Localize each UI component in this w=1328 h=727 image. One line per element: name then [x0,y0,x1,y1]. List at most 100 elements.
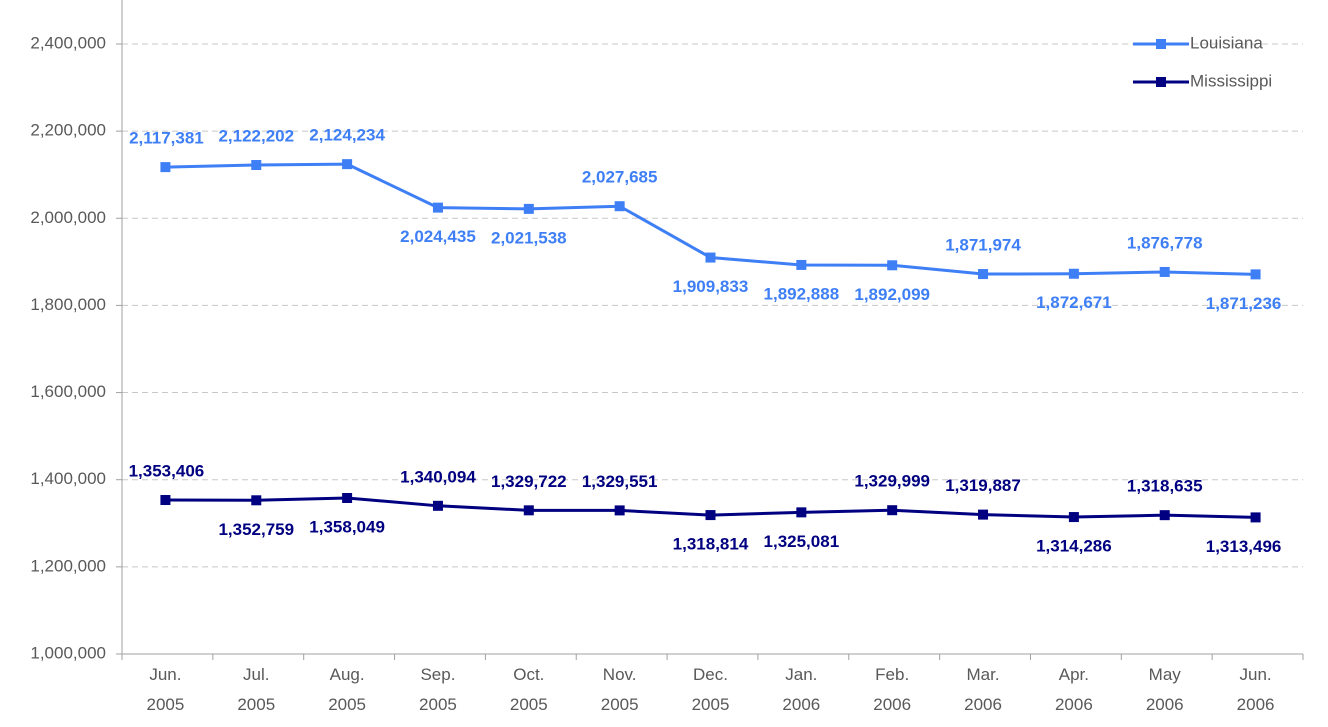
point-marker [887,260,898,271]
value-label: 1,892,888 [764,284,840,303]
x-tick-label-line: 2005 [147,695,185,714]
point-marker [1250,269,1261,280]
value-label: 1,353,406 [129,461,205,480]
value-label: 1,876,778 [1127,233,1203,252]
y-tick-label: 1,600,000 [30,382,106,401]
x-tick-label-line: 2006 [1146,695,1184,714]
x-tick-label: Sep. 2005 [419,665,457,714]
x-tick-label-line: Jun. [1240,665,1272,684]
point-marker [705,252,716,263]
x-tick-label: Jun. 2005 [147,665,185,714]
y-tick-label: 1,200,000 [30,556,106,575]
point-marker [614,505,625,516]
y-tick-label: 2,000,000 [30,208,106,227]
y-tick-label: 1,400,000 [30,469,106,488]
value-label: 1,909,833 [673,277,749,296]
value-label: 1,319,887 [945,476,1021,495]
legend-label: Mississippi [1190,71,1272,90]
point-marker [1250,512,1261,523]
value-label: 1,329,551 [582,472,658,491]
x-tick-label: Apr. 2006 [1055,665,1093,714]
x-tick-label-line: 2005 [692,695,730,714]
value-label: 1,318,635 [1127,477,1203,496]
value-label: 2,024,435 [400,227,476,246]
x-tick-label: Jul. 2005 [237,665,275,714]
x-tick-label: Dec. 2005 [692,665,730,714]
x-tick-label: Feb. 2006 [873,665,911,714]
point-marker [978,269,989,280]
x-tick-label-line: 2006 [1055,695,1093,714]
x-tick-label-line: Oct. [513,665,544,684]
legend-label: Louisiana [1190,33,1263,52]
value-label: 1,314,286 [1036,537,1112,556]
legend-marker [1156,39,1166,49]
x-tick-label-line: May [1149,665,1182,684]
x-tick-label-line: Jun. [149,665,181,684]
x-tick-label-line: Jul. [243,665,269,684]
y-tick-label: 1,000,000 [30,643,106,662]
y-tick-label: 1,800,000 [30,295,106,314]
x-tick-label-line: Nov. [603,665,637,684]
x-tick-label: Aug. 2005 [328,665,366,714]
x-tick-label: Oct. 2005 [510,665,548,714]
x-tick-label: Mar. 2006 [964,665,1002,714]
value-label: 1,892,099 [854,285,930,304]
x-tick-label-line: 2005 [328,695,366,714]
point-marker [160,162,171,173]
x-tick-label-line: 2005 [237,695,275,714]
value-label: 1,325,081 [764,532,840,551]
point-marker [432,500,443,511]
y-tick-label: 2,400,000 [30,33,106,52]
point-marker [523,203,534,214]
x-tick-label-line: 2006 [964,695,1002,714]
x-tick-label-line: 2006 [873,695,911,714]
point-marker [251,495,262,506]
value-label: 1,329,999 [854,472,930,491]
value-label: 1,871,974 [945,236,1021,255]
point-marker [523,505,534,516]
value-label: 1,871,236 [1206,294,1282,313]
value-label: 1,872,671 [1036,293,1112,312]
point-marker [342,159,353,170]
point-marker [1159,266,1170,277]
value-label: 2,117,381 [129,129,204,148]
point-marker [978,509,989,520]
x-tick-label-line: 2006 [782,695,820,714]
x-tick-label-line: 2006 [1237,695,1275,714]
point-marker [1159,510,1170,521]
x-tick-label: Nov. 2005 [601,665,639,714]
x-tick-label-line: Apr. [1059,665,1089,684]
value-label: 1,329,722 [491,472,567,491]
legend-marker [1156,77,1166,87]
x-tick-label: May 2006 [1146,665,1184,714]
value-label: 1,358,049 [309,517,385,536]
value-label: 1,313,496 [1206,537,1282,556]
x-tick-label-line: 2005 [419,695,457,714]
point-marker [1068,512,1079,523]
value-label: 2,027,685 [582,168,658,187]
x-tick-label-line: Jan. [785,665,817,684]
point-marker [160,495,171,506]
x-tick-label: Jan. 2006 [782,665,820,714]
point-marker [1068,268,1079,279]
value-label: 2,124,234 [309,126,385,145]
value-label: 2,122,202 [218,127,294,146]
point-marker [796,259,807,270]
x-tick-label-line: Mar. [967,665,1000,684]
point-marker [614,201,625,212]
x-tick-label-line: 2005 [510,695,548,714]
point-marker [251,160,262,171]
point-marker [705,510,716,521]
x-tick-label-line: Feb. [875,665,909,684]
point-marker [796,507,807,518]
y-tick-label: 2,200,000 [30,121,106,140]
point-marker [342,492,353,503]
point-marker [887,505,898,516]
value-label: 2,021,538 [491,228,567,247]
value-label: 1,340,094 [400,467,476,486]
value-label: 1,352,759 [218,520,294,539]
point-marker [432,202,443,213]
x-tick-label: Jun. 2006 [1237,665,1275,714]
x-tick-label-line: 2005 [601,695,639,714]
